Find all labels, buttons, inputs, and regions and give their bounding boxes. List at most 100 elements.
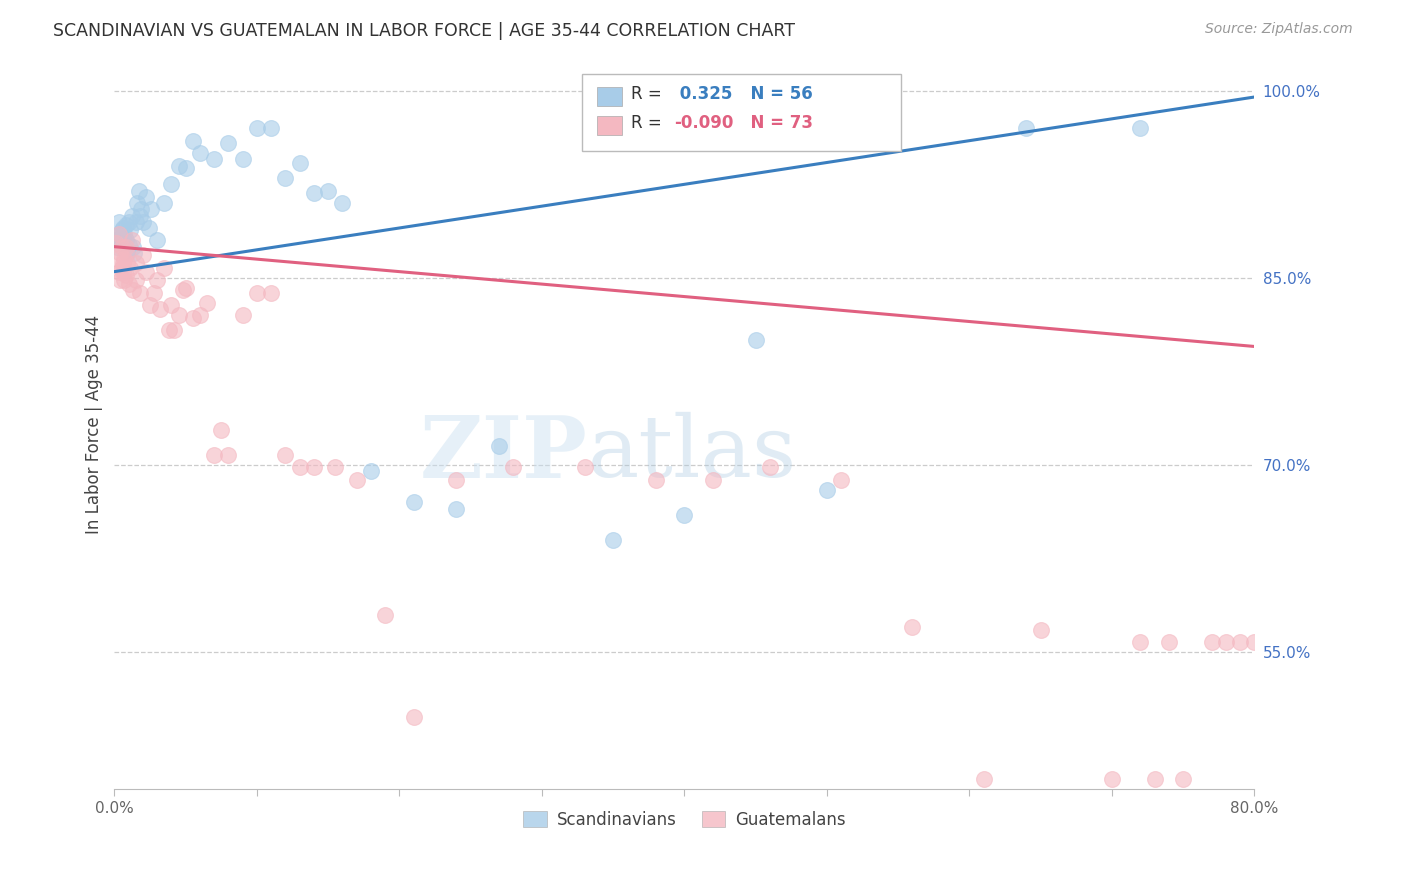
Point (111, 256, 134, 270)
Point (973, 772, 995, 787)
Point (112, 227, 135, 242)
Point (260, 121, 283, 136)
Point (815, 483, 838, 497)
Point (125, 215, 148, 229)
Point (1129, 121, 1152, 136)
Point (138, 221, 160, 235)
Point (181, 134, 204, 148)
Text: 0.325: 0.325 (673, 85, 733, 103)
Point (111, 221, 134, 235)
Point (110, 223, 132, 237)
Point (1143, 772, 1166, 787)
Point (502, 460, 524, 475)
Point (125, 273, 148, 287)
Point (114, 268, 136, 283)
Point (110, 260, 132, 275)
Point (112, 237, 135, 252)
Point (129, 285, 152, 300)
Point (122, 240, 145, 254)
Point (108, 246, 131, 260)
Text: N = 56: N = 56 (740, 85, 813, 103)
Point (114, 219, 136, 233)
Point (332, 196, 354, 211)
Point (135, 265, 157, 279)
Point (118, 277, 141, 291)
Point (153, 260, 176, 275)
Point (288, 156, 311, 170)
Point (1129, 635, 1152, 649)
Point (1157, 635, 1180, 649)
Point (316, 184, 339, 198)
Point (114, 234, 136, 248)
Point (702, 473, 724, 487)
Point (132, 248, 155, 262)
Point (402, 710, 425, 724)
Legend: Scandinavians, Guatemalans: Scandinavians, Guatemalans (516, 805, 852, 836)
Point (217, 448, 239, 462)
Text: R =: R = (631, 85, 666, 103)
FancyBboxPatch shape (596, 116, 621, 135)
Point (107, 215, 129, 229)
Point (288, 460, 311, 475)
Point (1215, 635, 1237, 649)
Point (174, 281, 197, 295)
Point (346, 473, 368, 487)
Text: atlas: atlas (588, 412, 797, 495)
Point (174, 161, 197, 175)
Point (107, 227, 129, 242)
Point (759, 460, 782, 475)
Y-axis label: In Labor Force | Age 35-44: In Labor Force | Age 35-44 (86, 315, 103, 534)
Point (122, 283, 145, 297)
Point (112, 252, 135, 267)
Point (260, 285, 283, 300)
Point (132, 215, 155, 229)
Point (105, 252, 128, 267)
Point (602, 533, 624, 547)
Text: SCANDINAVIAN VS GUATEMALAN IN LABOR FORCE | AGE 35-44 CORRELATION CHART: SCANDINAVIAN VS GUATEMALAN IN LABOR FORC… (53, 22, 796, 40)
Point (163, 323, 186, 337)
Point (644, 473, 666, 487)
Point (139, 298, 162, 312)
Point (149, 301, 172, 316)
Point (446, 473, 468, 487)
Point (107, 265, 129, 279)
Point (1029, 623, 1052, 637)
Point (167, 308, 190, 322)
Point (111, 265, 134, 279)
Point (121, 234, 143, 248)
Point (127, 196, 149, 211)
Point (246, 121, 269, 136)
Point (1015, 121, 1038, 136)
Point (135, 190, 157, 204)
Text: ZIP: ZIP (420, 411, 588, 496)
Point (107, 227, 129, 242)
Point (108, 231, 131, 245)
Point (374, 607, 396, 622)
Point (160, 178, 183, 192)
Text: -0.090: -0.090 (673, 114, 734, 132)
Point (744, 333, 766, 347)
Point (118, 215, 141, 229)
Point (1243, 635, 1265, 649)
Point (124, 246, 146, 260)
Point (209, 423, 232, 437)
Point (274, 171, 297, 186)
Point (202, 448, 225, 462)
Point (195, 295, 218, 310)
Point (188, 146, 211, 161)
Point (246, 285, 269, 300)
Text: R =: R = (631, 114, 666, 132)
Point (104, 235, 127, 250)
Point (157, 323, 180, 337)
Point (172, 283, 194, 297)
Point (901, 620, 924, 634)
Point (146, 273, 169, 287)
Point (110, 235, 132, 250)
Point (181, 310, 204, 325)
Point (1229, 635, 1251, 649)
Text: Source: ZipAtlas.com: Source: ZipAtlas.com (1205, 22, 1353, 37)
Point (574, 460, 596, 475)
Point (115, 256, 138, 270)
Point (143, 285, 166, 300)
Point (128, 184, 150, 198)
